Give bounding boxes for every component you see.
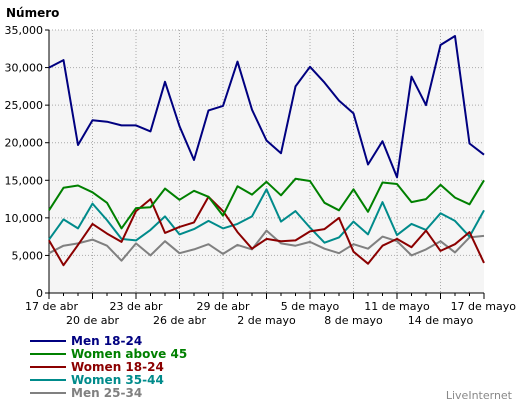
x-tick-labels: 17 de abr 23 de abr 29 de abr 5 de mayo 11 d… [25, 300, 516, 327]
x-tick-label: 17 de mayo [451, 300, 517, 313]
x-tick-label: 11 de mayo [364, 300, 430, 313]
y-tick-label: 20,000 [5, 137, 44, 150]
x-tick-label: 14 de mayo [408, 314, 474, 327]
series-line-women-18-24 [48, 195, 485, 267]
x-tick-label: 29 de abr [197, 300, 250, 313]
y-tick-label: 10,000 [5, 212, 44, 225]
credit-label: LiveInternet [446, 389, 513, 402]
x-tick-label: 20 de abr [66, 314, 119, 327]
series-line-women-above-45 [48, 177, 485, 230]
legend-label-men-18-24: Men 18-24 [71, 334, 142, 348]
x-tick-label: 23 de abr [110, 300, 163, 313]
series-line-women-35-44 [48, 188, 485, 244]
x-tick-label: 26 de abr [153, 314, 206, 327]
y-tick-labels: 0 5,000 10,000 15,000 20,000 25,000 30,000 35,0… [5, 24, 44, 300]
y-tick-label: 0 [36, 287, 43, 300]
series-lines [48, 35, 485, 267]
series-line-men-25-34 [48, 229, 485, 262]
series-line-men-18-24 [48, 35, 485, 179]
legend-label-men-25-34: Men 25-34 [71, 386, 142, 400]
x-tick-label: 5 de mayo [281, 300, 340, 313]
y-tick-label: 25,000 [5, 99, 44, 112]
y-tick-label: 5,000 [12, 249, 44, 262]
x-tick-label: 2 de mayo [237, 314, 296, 327]
axes [45, 29, 485, 299]
legend-label-women-35-44: Women 35-44 [71, 373, 164, 387]
y-axis-title: Número [6, 6, 59, 20]
y-tick-label: 30,000 [5, 62, 44, 75]
y-tick-label: 35,000 [5, 24, 44, 37]
x-tick-label: 8 de mayo [324, 314, 383, 327]
y-tick-label: 15,000 [5, 174, 44, 187]
legend-label-women-above-45: Women above 45 [71, 347, 187, 361]
grid [49, 29, 484, 293]
x-tick-label: 17 de abr [25, 300, 78, 313]
legend-label-women-18-24: Women 18-24 [71, 360, 164, 374]
